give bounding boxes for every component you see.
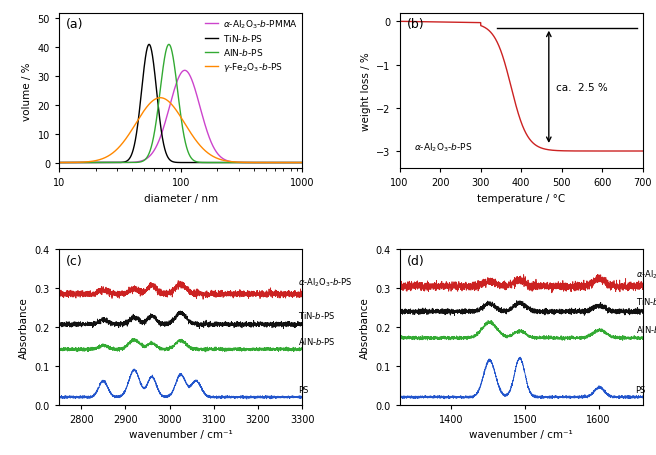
Text: (d): (d) [407,254,424,267]
Text: (a): (a) [66,18,84,31]
Y-axis label: weight loss / %: weight loss / % [361,52,371,131]
Legend: $\alpha$-Al$_2$O$_3$-$b$-PMMA, TiN-$b$-PS, AlN-$b$-PS, $\gamma$-Fe$_2$O$_3$-$b$-: $\alpha$-Al$_2$O$_3$-$b$-PMMA, TiN-$b$-P… [205,18,298,74]
Text: AlN-$b$-PS: AlN-$b$-PS [298,335,335,346]
Y-axis label: volume / %: volume / % [22,62,32,121]
Text: AlN-$b$-PS: AlN-$b$-PS [636,323,656,334]
Text: $\alpha$-Al$_2$O$_3$-$b$-PS: $\alpha$-Al$_2$O$_3$-$b$-PS [298,276,352,288]
X-axis label: diameter / nm: diameter / nm [144,193,218,203]
Text: ca.  2.5 %: ca. 2.5 % [556,83,608,93]
X-axis label: wavenumber / cm⁻¹: wavenumber / cm⁻¹ [470,430,573,440]
X-axis label: wavenumber / cm⁻¹: wavenumber / cm⁻¹ [129,430,232,440]
X-axis label: temperature / °C: temperature / °C [477,193,565,203]
Text: TiN-$b$-PS: TiN-$b$-PS [636,296,656,307]
Text: PS: PS [636,385,646,394]
Y-axis label: Absorbance: Absorbance [19,297,29,358]
Text: $\alpha$-Al$_2$O$_3$-$b$-PS: $\alpha$-Al$_2$O$_3$-$b$-PS [414,141,473,153]
Text: (c): (c) [66,254,83,267]
Text: PS: PS [298,385,308,394]
Text: $\alpha$-Al$_2$O$_3$-$b$-PS: $\alpha$-Al$_2$O$_3$-$b$-PS [636,268,656,280]
Text: (b): (b) [407,18,424,31]
Y-axis label: Absorbance: Absorbance [359,297,369,358]
Text: TiN-$b$-PS: TiN-$b$-PS [298,309,335,320]
